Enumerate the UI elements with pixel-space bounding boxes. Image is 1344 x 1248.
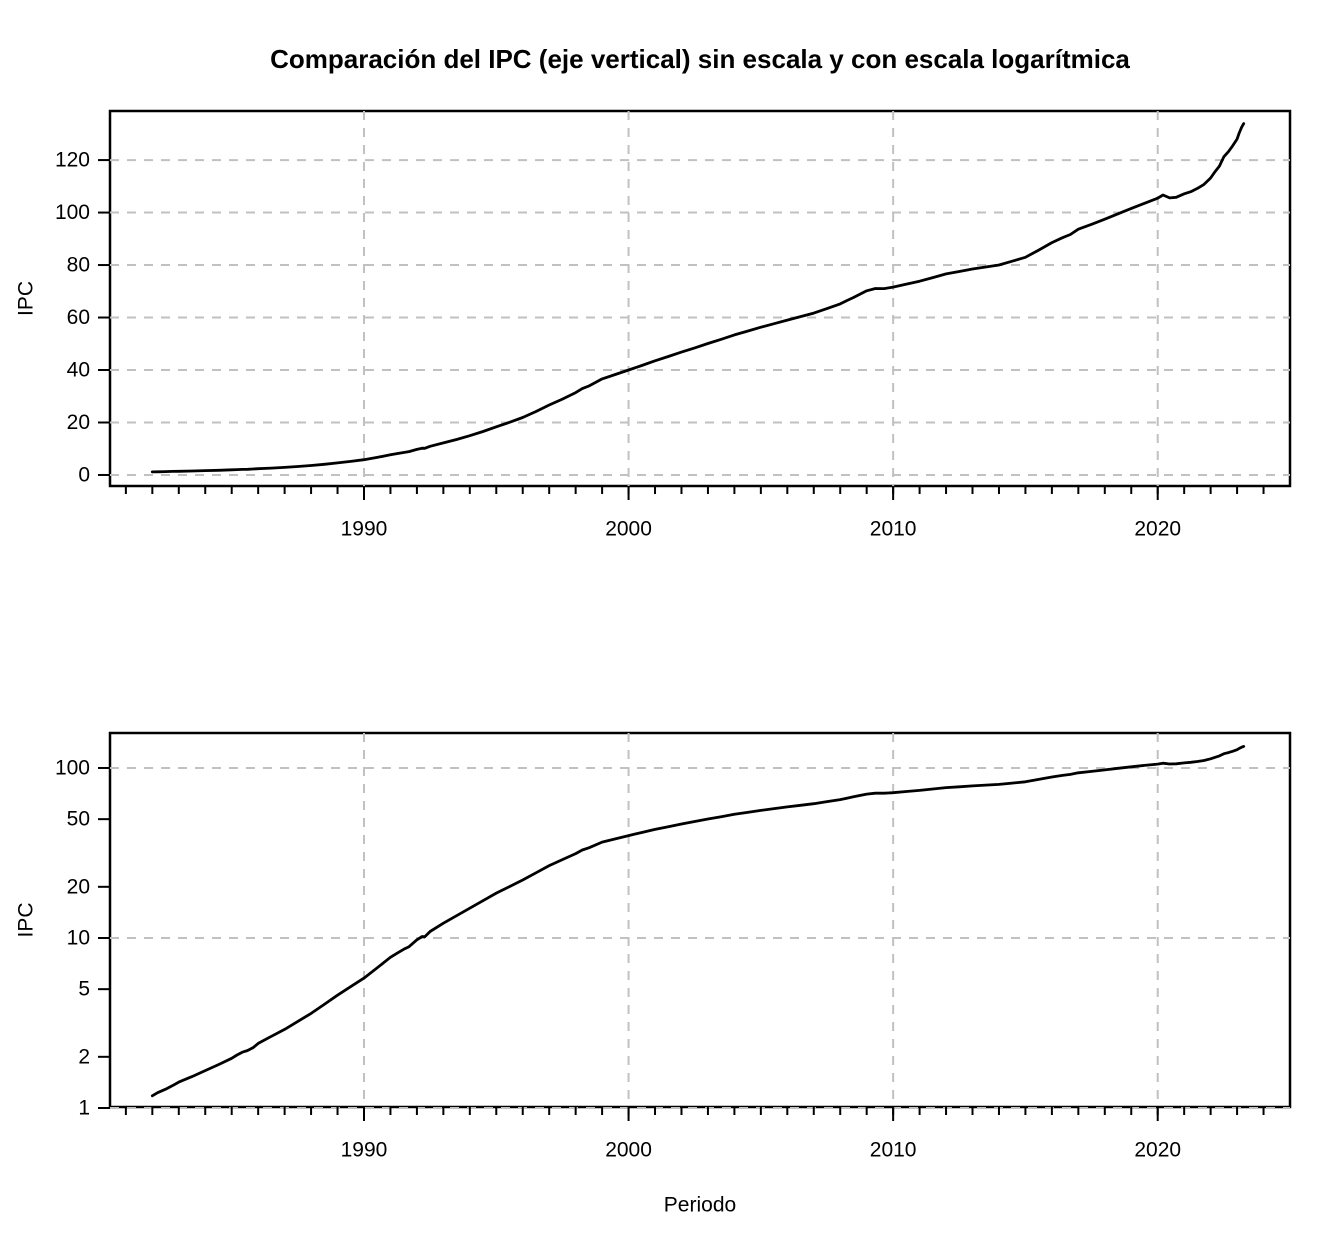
x-tick-label: 2020: [1134, 1139, 1181, 1162]
y-tick-label: 60: [67, 306, 90, 329]
plot-box: [108, 731, 1292, 1109]
x-tick-label: 2020: [1134, 518, 1181, 541]
plot-box: [108, 109, 1292, 488]
figure-title: Comparación del IPC (eje vertical) sin e…: [270, 44, 1130, 74]
y-tick-label: 2: [78, 1045, 90, 1068]
y-tick-label: 5: [78, 978, 90, 1001]
x-tick-label: 2000: [605, 518, 652, 541]
y-tick-label: 120: [55, 149, 90, 172]
y-tick-label: 1: [78, 1096, 90, 1119]
y-axis-title: IPC: [15, 281, 38, 316]
x-tick-label: 2010: [870, 518, 917, 541]
y-tick-label: 40: [67, 359, 90, 382]
x-axis-title: Periodo: [664, 1194, 736, 1217]
x-tick-label: 1990: [341, 518, 388, 541]
linear-chart: 0 20 40 60 80 100 120 1990 2000 2010 2020 IPC: [15, 109, 1292, 541]
y-tick-label: 80: [67, 254, 90, 277]
ipc-series-line: [150, 745, 1246, 1098]
log-chart: 1 2 5 10 20 50 100 1990 2000 2010 2020 IPC Periodo: [15, 731, 1292, 1217]
y-tick-label: 100: [55, 756, 90, 779]
x-tick-label: 2000: [605, 1139, 652, 1162]
y-tick-label: 20: [67, 875, 90, 898]
x-tick-label: 2010: [870, 1139, 917, 1162]
y-axis-title: IPC: [15, 902, 38, 937]
x-tick-label: 1990: [341, 1139, 388, 1162]
y-tick-label: 10: [67, 926, 90, 949]
y-tick-label: 100: [55, 201, 90, 224]
y-tick-label: 20: [67, 411, 90, 434]
y-tick-label: 50: [67, 808, 90, 831]
ipc-series-line: [150, 122, 1246, 474]
y-tick-label: 0: [78, 463, 90, 486]
